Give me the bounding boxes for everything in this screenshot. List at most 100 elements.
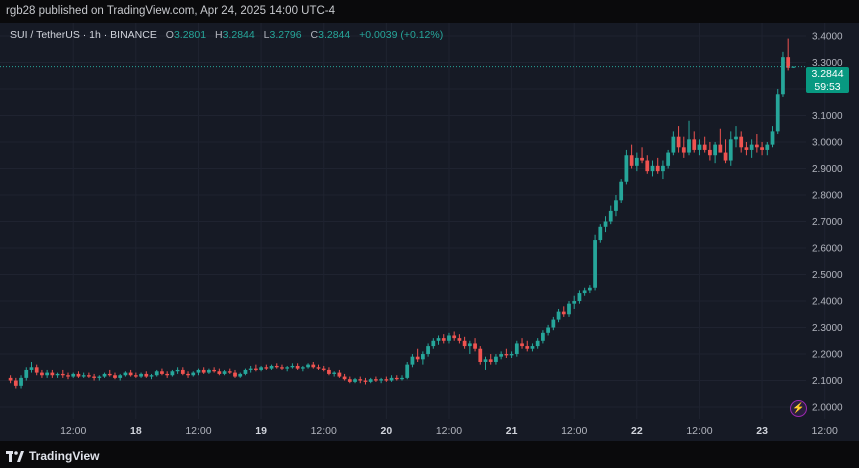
tradingview-brand[interactable]: TradingView: [6, 449, 99, 463]
chart-legend: SUI / TetherUS · 1h · BINANCE O3.2801 H3…: [10, 29, 443, 41]
low-label: L: [263, 29, 270, 41]
candle-body: [541, 332, 545, 341]
candle-body: [201, 369, 206, 373]
candle-body: [160, 371, 164, 374]
candle-body: [113, 375, 117, 378]
candlestick-chart[interactable]: 2.0000 2.1000 2.2000 2.3000 2.4000 2.5000 2.60…: [0, 23, 859, 441]
candle-body: [587, 287, 592, 291]
candle-body: [19, 377, 23, 386]
y-tick-label: 2.6000: [812, 244, 843, 255]
candle-body: [196, 369, 201, 373]
y-tick-label: 3.3000: [812, 58, 843, 69]
y-tick-label: 2.7000: [812, 217, 843, 228]
candle-body: [582, 290, 587, 294]
candle-body: [123, 372, 128, 376]
candle-body: [316, 367, 321, 369]
candle-body: [133, 375, 138, 377]
change-value: +0.0039 (+0.12%): [359, 29, 444, 41]
candle-body: [34, 367, 39, 373]
candle-body: [687, 139, 691, 153]
candle-body: [170, 371, 175, 376]
candle-body: [40, 372, 44, 376]
candle-body: [285, 367, 290, 369]
x-tick-label: 21: [506, 425, 518, 437]
candle-body: [66, 375, 70, 377]
candle-body: [488, 359, 493, 362]
candle-body: [509, 354, 514, 356]
candle-body: [269, 365, 274, 369]
candle-body: [525, 346, 530, 349]
candle-body: [499, 354, 504, 357]
x-tick-label: 12:00: [686, 425, 712, 437]
x-tick-label: 12:00: [561, 425, 587, 437]
candle-body: [702, 144, 707, 150]
brand-name: TradingView: [29, 449, 100, 463]
candle-body: [13, 380, 18, 386]
candle-body: [676, 136, 681, 148]
symbol-label[interactable]: SUI / TetherUS · 1h · BINANCE: [10, 29, 157, 41]
candle-body: [154, 371, 159, 376]
candle-body: [128, 372, 133, 376]
tradingview-logo-icon: [6, 450, 24, 462]
y-tick-label: 2.2000: [812, 350, 843, 361]
candle-body: [781, 57, 785, 95]
candles: [8, 38, 796, 389]
y-tick-label: 2.9000: [812, 164, 843, 175]
x-tick-label: 18: [130, 425, 142, 437]
close-label: C: [310, 29, 319, 41]
candle-body: [353, 379, 357, 382]
candle-body: [739, 136, 744, 148]
candle-body: [238, 373, 243, 377]
candle-body: [405, 364, 410, 378]
y-tick-label: 2.4000: [812, 297, 843, 308]
candle-body: [728, 139, 733, 161]
candle-body: [791, 66, 796, 68]
candle-body: [306, 364, 310, 368]
candle-body: [692, 139, 697, 150]
y-tick-label: 3.4000: [812, 31, 843, 42]
candle-body: [530, 346, 535, 349]
candle-body: [280, 367, 284, 369]
candle-body: [426, 346, 430, 355]
price-axis: 2.0000 2.1000 2.2000 2.3000 2.4000 2.5000 2.60…: [812, 31, 843, 413]
candle-body: [494, 356, 498, 362]
candle-body: [603, 221, 608, 227]
candle-body: [55, 373, 60, 376]
lightning-icon[interactable]: ⚡: [790, 400, 807, 417]
open-label: O: [165, 29, 174, 41]
candle-body: [535, 340, 540, 347]
candle-body: [593, 240, 597, 288]
y-tick-label: 2.8000: [812, 190, 843, 201]
candle-body: [337, 372, 342, 377]
candle-body: [384, 379, 389, 381]
open-value: 3.2801: [173, 29, 207, 41]
candle-body: [754, 144, 759, 148]
candle-body: [180, 369, 185, 374]
candle-body: [368, 379, 373, 382]
candle-body: [97, 376, 102, 378]
candle-body: [394, 377, 399, 380]
last-price-tag: 3.2844 59:53: [806, 67, 849, 93]
candle-body: [71, 373, 76, 377]
chart-panel[interactable]: [0, 23, 859, 441]
candle-body: [410, 356, 415, 365]
candle-body: [332, 372, 337, 374]
candle-body: [191, 372, 196, 376]
x-tick-label: 12:00: [60, 425, 86, 437]
y-tick-label: 2.0000: [812, 403, 843, 414]
candle-body: [520, 343, 524, 347]
candle-body: [92, 376, 96, 378]
candle-body: [447, 335, 451, 341]
candle-body: [420, 354, 425, 360]
candle-body: [765, 144, 770, 150]
candle-body: [300, 367, 305, 369]
x-tick-label: 12:00: [185, 425, 211, 437]
candle-body: [671, 136, 676, 153]
candle-body: [222, 371, 227, 374]
candle-body: [327, 369, 331, 374]
x-tick-label: 19: [255, 425, 267, 437]
candle-body: [608, 210, 613, 222]
bar-countdown: 59:53: [814, 80, 841, 93]
candle-body: [556, 311, 561, 320]
candle-body: [467, 343, 472, 347]
